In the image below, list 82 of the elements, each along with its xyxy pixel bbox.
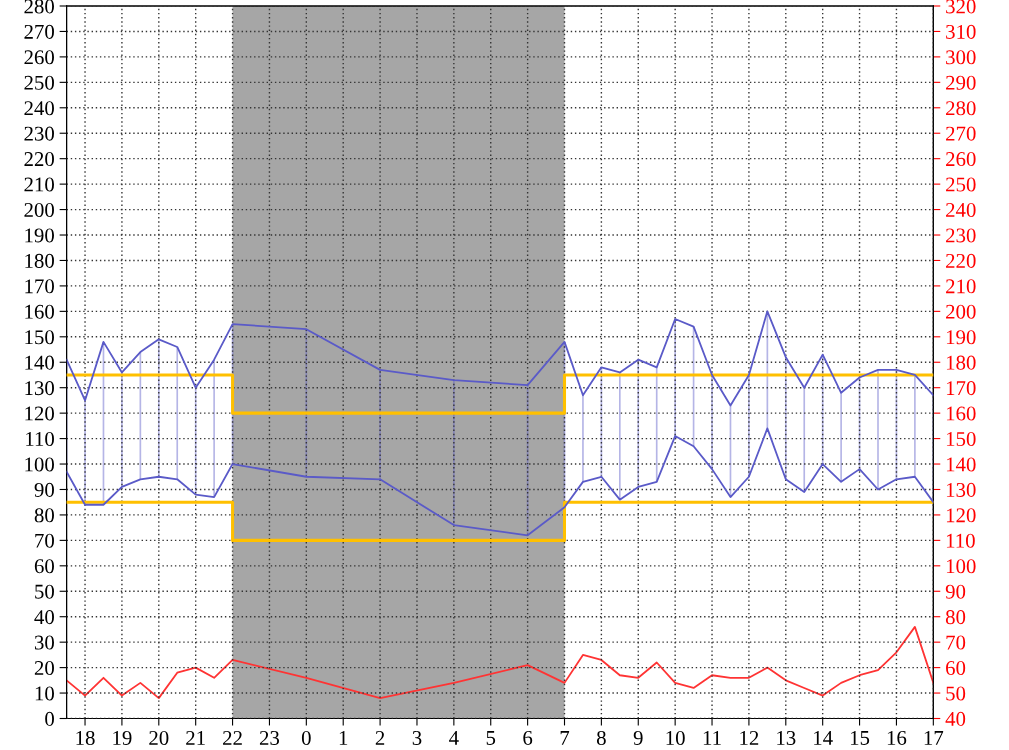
y2-tick-label: 240	[946, 202, 976, 217]
y-tick-label: 60	[34, 559, 54, 574]
y2-tick-label: 160	[946, 406, 976, 421]
x-tick-label: 11	[703, 731, 721, 745]
y-tick-label: 260	[24, 50, 54, 65]
y2-tick-label: 70	[946, 635, 966, 650]
y-tick-label: 270	[24, 24, 54, 39]
y2-tick-label: 110	[946, 533, 975, 548]
y2-tick-label: 320	[946, 0, 976, 14]
y2-tick-label: 60	[946, 660, 966, 676]
x-tick-label: 2	[375, 730, 385, 745]
y-tick-label: 130	[25, 381, 54, 396]
y2-tick-label: 40	[945, 711, 966, 726]
x-tick-label: 16	[887, 730, 907, 745]
y2-tick-label: 300	[946, 50, 976, 65]
x-tick-label: 20	[149, 730, 169, 745]
y-tick-label: 150	[25, 330, 54, 345]
x-tick-label: 9	[633, 730, 643, 745]
y2-tick-label: 140	[946, 457, 976, 472]
x-tick-label: 22	[223, 730, 242, 745]
x-tick-label: 0	[301, 730, 311, 745]
y2-tick-label: 170	[946, 381, 976, 396]
y2-tick-label: 310	[946, 24, 976, 39]
x-tick-label: 14	[814, 731, 833, 745]
y-tick-label: 170	[25, 279, 54, 294]
x-tick-label: 5	[486, 731, 496, 745]
y-tick-label: 20	[34, 660, 54, 676]
y-tick-label: 0	[45, 711, 54, 726]
y-tick-label: 110	[26, 431, 54, 447]
y2-tick-label: 130	[946, 482, 976, 497]
y-tick-label: 100	[25, 457, 54, 472]
y-tick-label: 40	[34, 610, 54, 625]
y-tick-label: 280	[24, 0, 54, 14]
x-tick-label: 7	[560, 731, 570, 745]
x-tick-label: 23	[259, 730, 280, 745]
y2-tick-label: 80	[945, 610, 966, 625]
y-tick-label: 80	[34, 508, 54, 523]
y-tick-label: 90	[34, 482, 54, 497]
y-tick-label: 120	[25, 406, 54, 421]
y-tick-label: 220	[24, 152, 54, 167]
x-tick-label: 21	[186, 730, 205, 745]
y2-tick-label: 280	[946, 101, 976, 116]
y-tick-label: 240	[24, 101, 54, 116]
y2-tick-label: 150	[946, 431, 976, 447]
x-tick-label: 3	[412, 730, 422, 745]
y2-tick-label: 120	[946, 508, 976, 523]
y-tick-label: 230	[24, 126, 54, 141]
y2-tick-label: 200	[946, 304, 976, 319]
y-tick-label: 160	[25, 304, 54, 319]
x-tick-label: 8	[596, 730, 606, 745]
x-tick-label: 13	[777, 730, 796, 745]
x-tick-label: 1	[339, 731, 348, 745]
y2-tick-label: 250	[946, 177, 976, 192]
y2-tick-label: 50	[946, 686, 966, 701]
y-tick-label: 180	[25, 253, 54, 268]
y-tick-label: 50	[35, 584, 54, 599]
y2-tick-label: 90	[945, 584, 966, 599]
y2-tick-label: 230	[946, 228, 976, 243]
y-tick-label: 190	[25, 228, 54, 243]
y-tick-label: 10	[35, 686, 54, 701]
y2-tick-label: 260	[946, 152, 976, 167]
x-tick-label: 12	[740, 730, 759, 745]
y2-tick-label: 210	[946, 279, 976, 294]
x-tick-label: 19	[113, 730, 132, 745]
x-tick-label: 6	[523, 730, 533, 745]
y2-tick-label: 180	[946, 355, 976, 370]
y-tick-label: 210	[24, 177, 54, 192]
y-tick-label: 250	[24, 75, 54, 90]
y2-tick-label: 290	[946, 75, 976, 90]
y-tick-label: 140	[25, 355, 54, 370]
x-tick-label: 10	[666, 730, 685, 745]
y2-tick-label: 270	[946, 126, 976, 141]
x-tick-label: 15	[850, 731, 870, 745]
y-tick-label: 30	[34, 635, 54, 650]
x-tick-label: 17	[924, 731, 944, 745]
x-tick-label: 4	[449, 731, 459, 745]
y2-tick-label: 220	[946, 253, 976, 268]
y-tick-label: 70	[35, 533, 54, 548]
y2-tick-label: 100	[946, 559, 976, 574]
y-tick-label: 200	[24, 202, 54, 217]
y2-tick-label: 190	[946, 330, 976, 345]
x-tick-label: 18	[76, 730, 95, 745]
